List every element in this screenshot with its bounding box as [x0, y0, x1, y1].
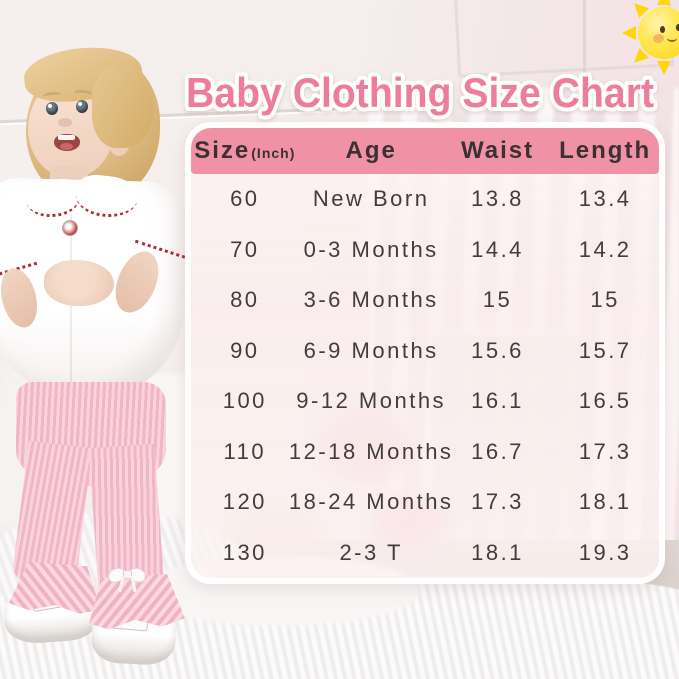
wall-panel-groove [583, 0, 586, 78]
cell-length: 15 [590, 287, 620, 313]
cell-length: 15.7 [578, 337, 632, 363]
cell-size: 120 [222, 489, 267, 515]
cell-age: 2-3 T [339, 539, 403, 565]
cell-waist: 15.6 [471, 337, 524, 363]
table-row: 120 18-24 Months 17.3 18.1 [191, 477, 659, 528]
column-header-length: Length [559, 137, 652, 164]
cell-age: 9-12 Months [296, 388, 447, 414]
table-row: 130 2-3 T 18.1 19.3 [191, 528, 659, 579]
cell-age: 6-9 Months [303, 337, 439, 363]
baby-model-photo [0, 38, 200, 679]
table-row: 100 9-12 Months 16.1 16.5 [191, 376, 659, 427]
sun-eye [676, 24, 679, 31]
cell-age: 12-18 Months [288, 438, 454, 464]
cell-age: 0-3 Months [303, 236, 439, 262]
sun-cheek [653, 34, 664, 43]
table-body: 60 New Born 13.8 13.4 70 0-3 Months 14.4… [191, 174, 659, 578]
cell-waist: 14.4 [471, 236, 524, 262]
size-unit-label: (Inch) [251, 145, 296, 161]
cell-waist: 18.1 [471, 539, 524, 565]
cell-size: 70 [230, 236, 260, 262]
table-row: 60 New Born 13.8 13.4 [191, 174, 659, 225]
baby-hair-side [92, 64, 154, 148]
cell-size: 100 [222, 388, 267, 414]
baby-mouth [54, 134, 80, 151]
table-row: 110 12-18 Months 16.7 17.3 [191, 427, 659, 478]
cell-waist: 17.3 [471, 489, 524, 515]
baby-eye [76, 100, 88, 113]
cell-waist: 15 [482, 287, 513, 313]
table-row: 90 6-9 Months 15.6 15.7 [191, 326, 659, 377]
cell-age: 18-24 Months [288, 489, 454, 515]
cell-waist: 13.8 [471, 186, 524, 212]
page-title: Baby Clothing Size Chart [182, 65, 658, 120]
cell-length: 13.4 [578, 186, 632, 212]
baby-hands [44, 260, 114, 306]
cell-size: 80 [230, 287, 260, 313]
column-header-age: Age [345, 137, 397, 164]
sun-icon [625, 0, 679, 72]
cell-length: 19.3 [578, 539, 632, 565]
cell-length: 18.1 [578, 489, 632, 515]
cell-size: 90 [230, 337, 260, 363]
sun-ray [622, 26, 636, 40]
sun-eye [660, 26, 665, 33]
cell-waist: 16.1 [471, 388, 524, 414]
baby-nose [58, 118, 72, 127]
table-header-row: Size (Inch) Age Waist Length [191, 128, 659, 174]
size-label: Size [194, 137, 251, 164]
cell-length: 14.2 [578, 236, 632, 262]
bow-knot [123, 570, 132, 579]
sun-face [638, 7, 679, 59]
page-title-text: Baby Clothing Size Chart [186, 69, 654, 116]
cell-age: New Born [312, 186, 430, 212]
cell-size: 60 [230, 186, 260, 212]
cell-length: 16.5 [578, 388, 632, 414]
cell-length: 17.3 [578, 438, 632, 464]
column-header-size: Size (Inch) [191, 137, 299, 165]
table-row: 80 3-6 Months 15 15 [191, 275, 659, 326]
table-row: 70 0-3 Months 14.4 14.2 [191, 225, 659, 276]
shirt-button [62, 220, 78, 236]
cell-waist: 16.7 [471, 438, 524, 464]
sun-ray [657, 0, 671, 5]
cell-size: 130 [222, 539, 267, 565]
column-header-waist: Waist [460, 137, 535, 164]
pink-flare-pants [14, 382, 178, 622]
sun-mouth [667, 34, 677, 42]
cell-size: 110 [223, 438, 267, 464]
baby-eye [46, 102, 58, 115]
ribbon-bow-icon [106, 564, 148, 593]
cell-age: 3-6 Months [303, 287, 439, 313]
size-chart-table: Size (Inch) Age Waist Length 60 New Born … [185, 122, 665, 584]
